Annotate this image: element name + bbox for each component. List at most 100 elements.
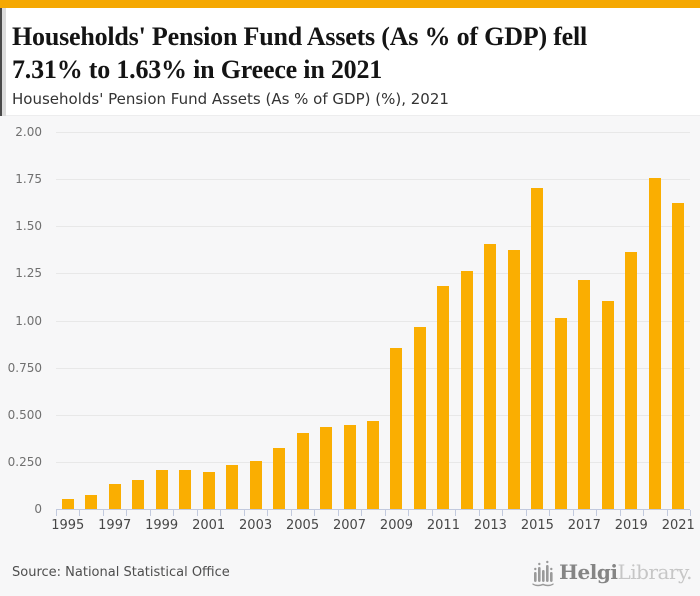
y-axis-tick-label: 0.750 — [7, 360, 42, 375]
bar-2014 — [507, 249, 520, 510]
bar-1997 — [108, 483, 121, 510]
y-axis-tick-label: 1.00 — [15, 313, 42, 328]
bar-2011 — [437, 285, 450, 510]
x-axis-tick — [643, 510, 645, 516]
x-axis-tick — [478, 510, 480, 516]
x-axis-tick — [455, 510, 457, 516]
x-axis-tick — [243, 510, 245, 516]
x-axis-tick — [102, 510, 104, 516]
bar-2015 — [531, 187, 544, 510]
bar-2012 — [460, 270, 473, 510]
x-axis-tick — [126, 510, 128, 516]
x-axis-tick — [572, 510, 574, 516]
x-axis-tick-label: 2003 — [239, 518, 273, 533]
bar-1998 — [132, 479, 145, 510]
bar-2007 — [343, 425, 356, 510]
y-axis-tick-label: 0.250 — [7, 454, 42, 469]
x-axis-tick-label: 2021 — [661, 518, 695, 533]
bar-2017 — [578, 280, 591, 510]
x-axis-tick — [149, 510, 151, 516]
x-axis-tick — [196, 510, 198, 516]
y-axis-tick-label: 0 — [34, 502, 42, 516]
y-axis-tick-label: 0.500 — [7, 407, 42, 422]
gridline — [56, 367, 690, 369]
x-axis-tick-label: 2001 — [192, 518, 226, 533]
bar-2018 — [601, 300, 614, 510]
page-title-line2: 7.31% to 1.63% in Greece in 2021 — [12, 55, 383, 84]
x-axis-tick-label: 2007 — [332, 518, 367, 533]
x-axis-tick-label: 1997 — [98, 518, 132, 533]
gridline — [56, 226, 690, 228]
x-axis-tick-label: 2019 — [614, 518, 648, 533]
bar-1996 — [85, 494, 98, 510]
chart-subtitle: Households' Pension Fund Assets (As % of… — [12, 90, 449, 108]
x-axis-tick — [337, 510, 339, 516]
x-axis-tick-label: 2009 — [379, 518, 414, 533]
x-axis-tick — [220, 510, 222, 516]
chart-header: Households' Pension Fund Assets (As % of… — [0, 8, 700, 116]
bar-2006 — [320, 427, 333, 510]
x-axis-tick — [408, 510, 410, 516]
x-axis-line — [56, 509, 690, 510]
bar-2004 — [273, 447, 286, 510]
bar-2019 — [625, 251, 638, 510]
x-axis-tick-label: 2015 — [520, 518, 554, 533]
bar-2013 — [484, 244, 497, 510]
gridline — [56, 132, 690, 133]
x-axis-tick — [431, 510, 433, 516]
x-axis-tick-label: 2013 — [473, 518, 507, 533]
logo-text-library: Library. — [617, 560, 692, 584]
bar-2002 — [226, 464, 239, 510]
bar-1995 — [61, 498, 74, 510]
y-axis-tick-label: 1.25 — [15, 266, 42, 281]
y-axis-tick-label: 2.00 — [15, 125, 42, 139]
x-axis-tick-label: 1999 — [145, 518, 179, 533]
bar-chart-logo-icon — [532, 560, 554, 586]
bar-2005 — [296, 432, 309, 510]
bar-2001 — [202, 472, 215, 510]
bar-2010 — [413, 327, 426, 510]
bar-2020 — [648, 178, 661, 510]
bar-2009 — [390, 347, 403, 510]
x-axis-tick-label: 2005 — [286, 518, 320, 533]
y-axis-tick-label: 1.50 — [15, 219, 42, 234]
x-axis-tick — [384, 510, 386, 516]
helgi-library-logo: Helgi Library. — [531, 557, 692, 587]
bar-2003 — [249, 460, 262, 510]
x-axis-tick — [619, 510, 621, 516]
x-axis-tick — [56, 510, 57, 516]
bar-2016 — [554, 317, 567, 510]
x-axis-tick — [666, 510, 668, 516]
x-axis-tick — [267, 510, 269, 516]
y-axis-tick-label: 1.75 — [15, 172, 42, 187]
gridline — [56, 179, 690, 181]
x-axis-tick — [361, 510, 363, 516]
page-title-line1: Households' Pension Fund Assets (As % of… — [12, 22, 588, 51]
x-axis-tick — [549, 510, 551, 516]
x-axis-tick-label: 2011 — [426, 518, 460, 533]
x-axis-tick — [79, 510, 81, 516]
bar-2000 — [179, 470, 192, 510]
logo-text-helgi: Helgi — [559, 560, 618, 584]
page-title: Households' Pension Fund Assets (As % of… — [12, 20, 688, 86]
bar-2008 — [367, 421, 379, 510]
gridline — [56, 320, 690, 322]
bar-2021 — [672, 202, 685, 510]
bar-1999 — [155, 470, 168, 510]
x-axis-tick-label: 1995 — [51, 518, 85, 533]
x-axis-tick — [290, 510, 292, 516]
source-note: Source: National Statistical Office — [12, 565, 230, 580]
gridline — [56, 414, 690, 416]
top-accent-bar — [0, 0, 700, 8]
x-axis-tick — [525, 510, 527, 516]
header-left-edge-gray — [2, 8, 6, 116]
x-axis-tick — [596, 510, 598, 516]
header-left-edge-dark — [0, 8, 2, 116]
x-axis-tick — [173, 510, 175, 516]
gridline — [56, 273, 690, 275]
x-axis-tick — [314, 510, 316, 516]
x-axis-tick — [502, 510, 504, 516]
x-axis-tick-label: 2017 — [567, 518, 601, 533]
